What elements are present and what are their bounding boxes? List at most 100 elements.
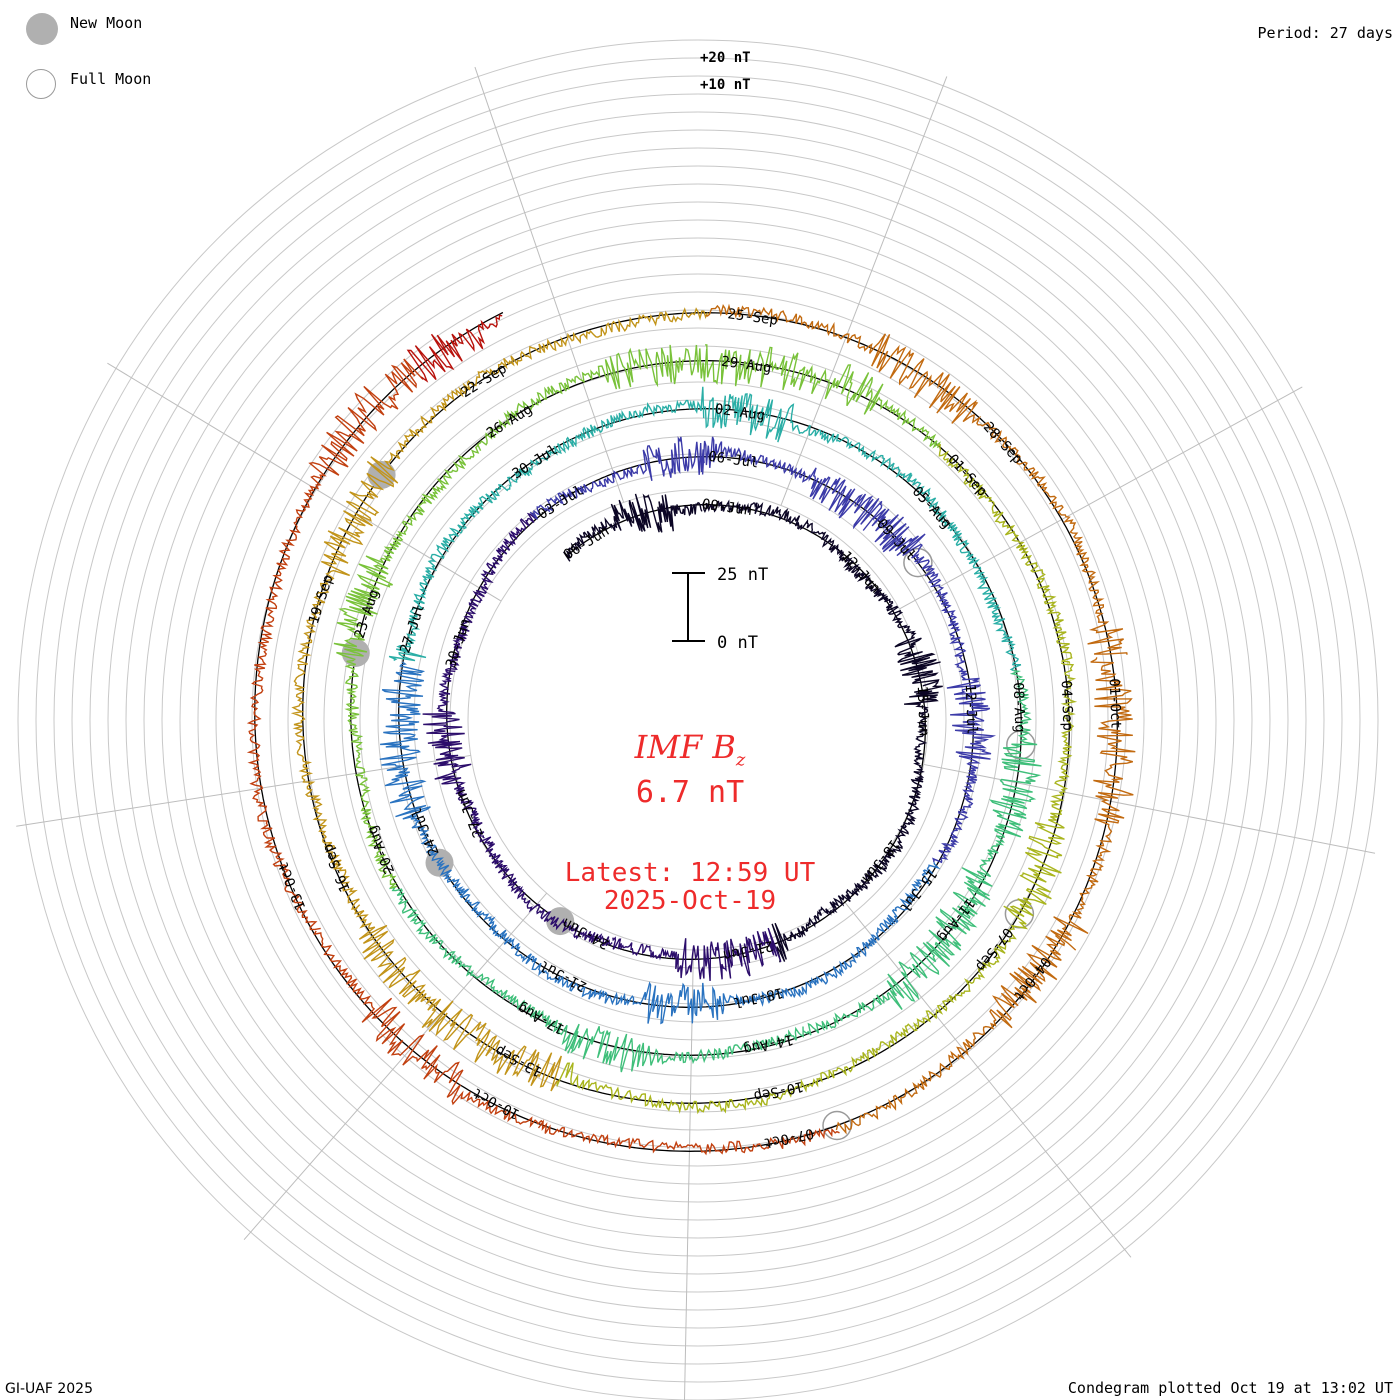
scale-bar: 25 nT 0 nT (672, 565, 768, 653)
date-label: 19-Sep (306, 573, 337, 626)
bz-trace-segment (379, 661, 444, 864)
bz-trace-segment (771, 841, 903, 963)
grid-ring (179, 201, 1217, 1239)
bz-trace-segment (246, 634, 321, 931)
bz-trace-segment (479, 836, 613, 947)
bz-trace-segment (563, 493, 703, 562)
date-label: 04-Sep (1058, 680, 1076, 731)
grid-ring (35, 57, 1361, 1383)
grid-ring (125, 147, 1271, 1293)
grid-ring (107, 129, 1289, 1311)
latest-time: Latest: 12:59 UT (564, 858, 816, 888)
bz-trace-segment (802, 881, 991, 1036)
bz-trace-segment (838, 554, 941, 687)
bz-trace-segment (537, 1119, 840, 1156)
latest-date: 2025-Oct-19 (603, 886, 777, 916)
full-moon-legend-icon (26, 69, 56, 99)
date-label: 05-Aug (909, 484, 955, 532)
bz-trace-segment (556, 1062, 822, 1115)
date-label: 09-Jun (701, 496, 753, 519)
date-label: 12-Jul (962, 684, 980, 735)
bz-trace-segment (590, 981, 793, 1025)
quantity-name: IMF B (634, 728, 736, 766)
date-label: 21-Jul (537, 957, 589, 995)
grid-ring (449, 471, 947, 969)
bz-trace-segment (336, 648, 398, 889)
grid-ring (143, 165, 1253, 1275)
date-label: 16-Sep (320, 841, 354, 894)
date-label: 18-Jul (732, 984, 785, 1010)
bz-trace (246, 303, 1136, 1156)
bz-trace-segment (906, 474, 1022, 672)
bz-trace-segment (388, 484, 511, 662)
quantity-title: IMF Bz (560, 728, 820, 770)
bz-trace-segment (333, 444, 480, 654)
date-label: 01-Sep (944, 452, 990, 500)
bz-trace-segment (290, 641, 360, 910)
date-label: 29-Aug (720, 354, 772, 377)
bz-trace-segment (705, 303, 978, 424)
bz-trace-segment (932, 677, 997, 864)
bz-trace-segment (937, 443, 1073, 664)
bz-trace-segment (705, 344, 941, 449)
bz-trace-segment (835, 934, 1066, 1135)
bz-trace-segment (703, 393, 912, 481)
date-label: 01-Oct (1106, 678, 1124, 729)
grid-spoke (780, 76, 948, 506)
grid-ring (161, 183, 1235, 1257)
bz-trace-segment (422, 669, 485, 839)
bz-trace-segment (313, 930, 544, 1129)
date-label: 14-Aug (742, 1031, 795, 1057)
date-label: 24-Jun (560, 914, 612, 952)
bz-trace-segment (444, 512, 536, 672)
quantity-subscript: z (735, 749, 746, 771)
scale-bar-bottom-label: 0 nT (717, 633, 758, 653)
bz-trace-segment (476, 344, 708, 451)
grid-ring (89, 111, 1307, 1329)
bz-trace-segment (442, 307, 709, 407)
grid-spoke (243, 892, 548, 1240)
date-label: 02-Aug (714, 401, 766, 424)
date-label: 08-Aug (1010, 682, 1028, 733)
bz-trace-segment (612, 927, 782, 981)
scale-bar-top-label: 25 nT (717, 565, 768, 585)
date-label: 12-Jun (838, 548, 884, 596)
bz-trace-segment (303, 401, 447, 644)
new-moon-marker (425, 848, 454, 877)
scale-label-plus10: +10 nT (700, 77, 751, 93)
grid-ring (215, 237, 1181, 1203)
grid-spoke (683, 949, 694, 1400)
bz-trace-segment (871, 508, 968, 679)
date-label: 06-Jul (707, 449, 759, 472)
grid-ring (251, 273, 1145, 1167)
date-label: 28-Sep (980, 419, 1026, 467)
scale-label-plus20: +20 nT (700, 50, 751, 66)
grid-ring (197, 219, 1199, 1221)
latest-value: 6.7 nT (635, 775, 745, 810)
bz-trace-segment (260, 358, 424, 636)
new-moon-legend-label: New Moon (70, 14, 143, 32)
bz-trace-segment (894, 681, 943, 844)
bz-trace-segment (406, 314, 503, 383)
date-label: 30-Jul (510, 442, 561, 482)
full-moon-legend-label: Full Moon (70, 70, 152, 88)
new-moon-legend-icon (26, 13, 58, 45)
bz-trace-segment (961, 669, 1042, 896)
date-label: 25-Sep (727, 306, 779, 329)
date-label: 30-Jun (443, 617, 474, 670)
bz-trace-segment (701, 436, 883, 531)
grid-spoke (16, 754, 471, 827)
date-label: 24-Jul (409, 805, 443, 858)
bz-trace-segment (506, 386, 705, 487)
date-label: 27-Jun (453, 787, 487, 840)
footer-credit: GI-UAF 2025 (5, 1381, 93, 1397)
grid-ring (17, 39, 1379, 1400)
date-label: 07-Oct (762, 1125, 815, 1151)
date-label: 20-Aug (364, 823, 398, 876)
bz-trace-segment (353, 904, 562, 1092)
grid-ring (341, 363, 1055, 1077)
grid-ring (71, 93, 1325, 1347)
bz-trace-segment (1050, 657, 1136, 951)
grid-ring (377, 399, 1019, 1041)
